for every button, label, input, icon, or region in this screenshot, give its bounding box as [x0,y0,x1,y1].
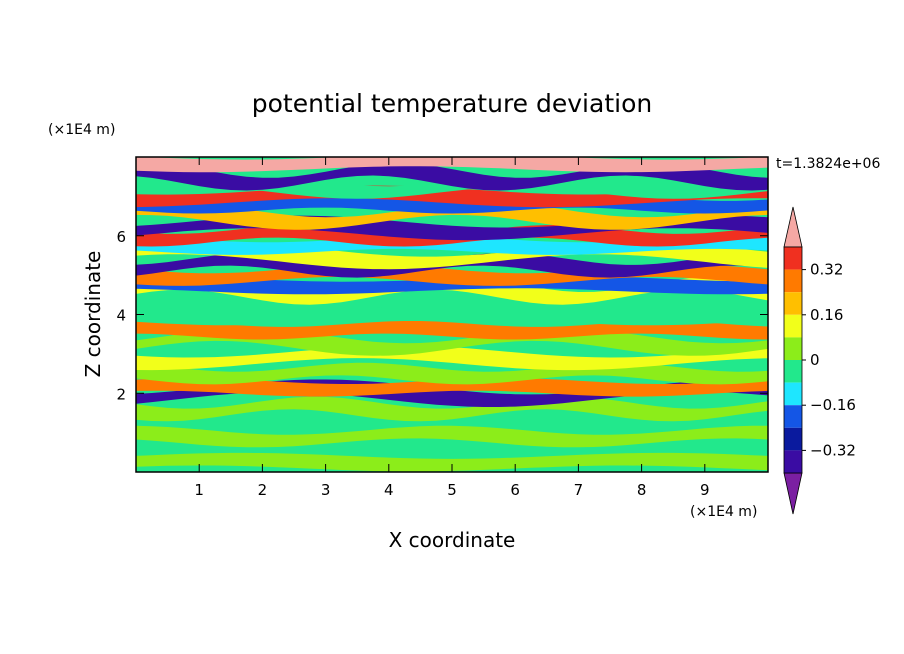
contour-band [136,236,768,255]
contour-band [136,321,768,340]
contour-band [136,277,768,305]
x-tick-label: 8 [637,481,647,499]
colorbar-segment [784,382,802,406]
x-tick-label: 3 [321,481,331,499]
colorbar-extend-low [783,472,803,515]
colorbar-segment [784,360,802,383]
y-unit-label: (×1E4 m) [48,122,115,138]
chart-title: potential temperature deviation [252,89,652,118]
colorbar-segment [784,314,802,338]
colorbar-segment [784,247,802,270]
colorbar-tick-label: 0.32 [810,261,843,279]
colorbar-segment [784,269,802,293]
colorbar-tick-label: 0 [810,351,820,369]
contour-bands [136,157,768,472]
colorbar-extend-high [783,206,803,248]
contour-band [136,396,768,422]
contour-band [136,345,768,371]
x-tick-label: 7 [574,481,584,499]
plot-area [136,157,768,472]
x-tick-label: 4 [384,481,394,499]
colorbar-segment [784,450,802,473]
contour-band [136,452,768,472]
colorbar-segment [784,337,802,360]
contour-band [136,303,768,326]
x-tick-label: 5 [447,481,457,499]
contour-band [136,425,768,448]
x-tick-label: 2 [258,481,268,499]
x-axis-label: X coordinate [389,528,516,552]
y-tick-label: 6 [116,228,126,246]
contour-band [136,378,768,397]
x-unit-label: (×1E4 m) [690,504,757,520]
contour-band [136,202,768,230]
x-tick-label: 6 [510,481,520,499]
y-tick-label: 4 [116,307,126,325]
time-label: t=1.3824e+06 [776,156,880,172]
x-tick-label: 9 [700,481,710,499]
colorbar-tick-label: −0.16 [810,396,856,414]
colorbar-tick-label: −0.32 [810,441,856,459]
colorbar-segment [784,405,802,428]
colorbar-tick-label: 0.16 [810,306,843,324]
colorbar: 0.32 0.16 0 −0.16 −0.32 [783,206,856,515]
y-axis-label: Z coordinate [81,251,105,378]
colorbar-segment [784,427,802,451]
contour-band [136,275,768,295]
y-tick-label: 2 [116,385,126,403]
y-axis-ticks: 2 4 6 [116,228,768,403]
x-axis-ticks: 1 2 3 4 5 6 7 8 9 [194,157,710,499]
x-tick-label: 1 [194,481,204,499]
colorbar-segment [784,292,802,315]
